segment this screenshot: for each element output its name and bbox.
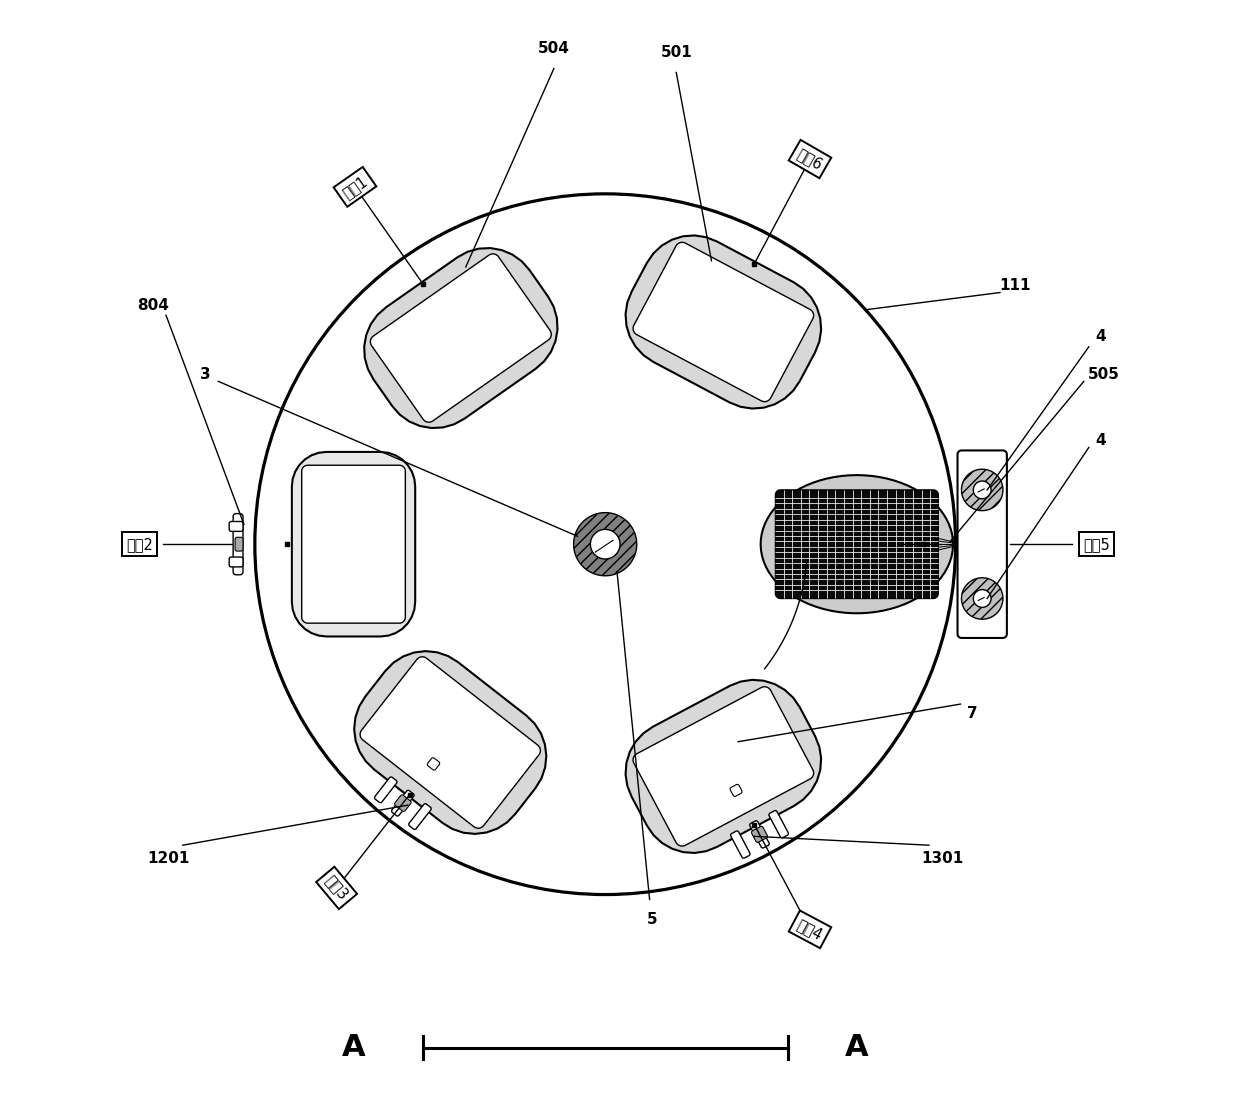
Text: A: A (844, 1033, 869, 1062)
Text: 工位1: 工位1 (340, 173, 371, 201)
Text: 111: 111 (999, 278, 1030, 293)
Text: A: A (342, 1033, 366, 1062)
Text: 3: 3 (200, 367, 211, 382)
Polygon shape (625, 680, 821, 853)
Text: 804: 804 (138, 297, 169, 313)
Polygon shape (625, 236, 821, 408)
Polygon shape (229, 557, 243, 567)
Text: 4: 4 (1095, 330, 1106, 344)
Polygon shape (374, 777, 397, 803)
Text: 1301: 1301 (921, 851, 963, 865)
Polygon shape (574, 513, 637, 576)
Polygon shape (229, 521, 243, 531)
Polygon shape (961, 470, 1003, 511)
Text: 工位3: 工位3 (322, 873, 351, 903)
Polygon shape (291, 452, 415, 636)
Polygon shape (371, 254, 552, 423)
Polygon shape (233, 513, 243, 575)
Polygon shape (769, 811, 789, 837)
Polygon shape (428, 758, 440, 770)
Polygon shape (394, 795, 412, 812)
Polygon shape (730, 831, 750, 859)
Polygon shape (360, 656, 541, 828)
Polygon shape (957, 451, 1007, 638)
Text: 工位4: 工位4 (795, 917, 826, 942)
Text: 4: 4 (1095, 433, 1106, 448)
Text: 工位6: 工位6 (795, 145, 826, 172)
Text: 501: 501 (661, 45, 692, 60)
Text: 5: 5 (647, 911, 658, 927)
Polygon shape (236, 538, 243, 551)
Polygon shape (775, 490, 939, 598)
Polygon shape (973, 589, 991, 607)
Text: 工位2: 工位2 (126, 537, 153, 551)
Polygon shape (365, 248, 558, 428)
Text: 工位5: 工位5 (1084, 537, 1110, 551)
Polygon shape (961, 578, 1003, 619)
Polygon shape (301, 465, 405, 623)
Polygon shape (634, 686, 813, 846)
Polygon shape (973, 481, 991, 499)
Polygon shape (590, 530, 620, 559)
Polygon shape (392, 790, 414, 816)
Text: 1201: 1201 (148, 851, 190, 865)
Text: 7: 7 (967, 707, 977, 721)
Polygon shape (634, 243, 813, 401)
Polygon shape (355, 651, 547, 834)
Polygon shape (760, 475, 954, 614)
Polygon shape (750, 821, 769, 847)
Circle shape (255, 193, 956, 894)
Text: 504: 504 (538, 41, 570, 56)
Text: 505: 505 (1087, 367, 1120, 382)
Polygon shape (751, 826, 768, 842)
Polygon shape (409, 804, 432, 830)
Polygon shape (730, 785, 742, 796)
